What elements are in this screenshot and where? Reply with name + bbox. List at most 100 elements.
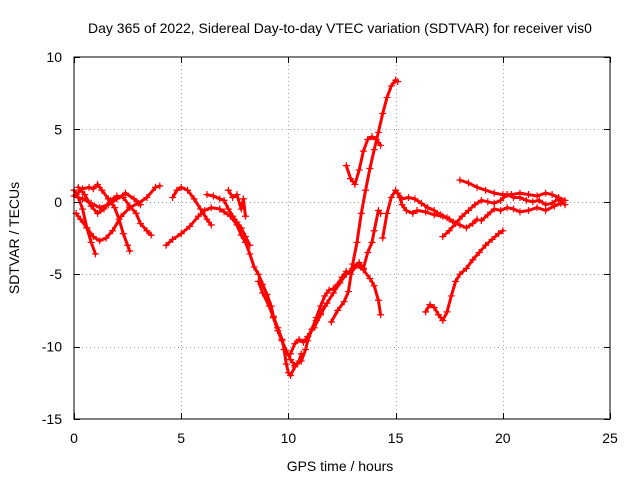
series-trace-8 (203, 191, 254, 249)
data-point-plus-marker (344, 288, 352, 296)
series-line (479, 201, 563, 223)
data-point-plus-marker (237, 224, 245, 232)
x-tick-label: 10 (281, 430, 297, 446)
data-point-plus-marker (87, 199, 95, 207)
data-point-plus-marker (216, 195, 224, 203)
data-point-plus-marker (126, 247, 134, 255)
data-point-plus-marker (377, 311, 385, 319)
x-tick-label: 5 (177, 430, 185, 446)
data-point-plus-marker (94, 209, 102, 217)
data-point-plus-marker (443, 214, 451, 222)
data-point-plus-marker (439, 233, 447, 241)
data-point-plus-marker (302, 345, 310, 353)
grid-lines (74, 57, 610, 419)
data-point-plus-marker (402, 206, 410, 214)
data-point-plus-marker (89, 185, 97, 193)
data-point-plus-marker (323, 299, 331, 307)
data-point-plus-marker (374, 128, 382, 136)
data-point-plus-marker (452, 220, 460, 228)
data-point-plus-marker (274, 327, 282, 335)
series-trace-14 (342, 133, 385, 188)
data-point-plus-marker (242, 233, 250, 241)
data-point-plus-marker (475, 248, 483, 256)
data-point-plus-marker (209, 192, 217, 200)
data-point-plus-marker (525, 206, 533, 214)
x-axis-label: GPS time / hours (287, 458, 394, 474)
data-point-plus-marker (96, 204, 104, 212)
data-point-plus-marker (207, 221, 215, 229)
y-tick-label: -15 (42, 411, 62, 427)
data-point-plus-marker (561, 196, 569, 204)
data-point-plus-marker (143, 193, 151, 201)
data-point-plus-marker (173, 186, 181, 194)
data-point-plus-marker (398, 195, 406, 203)
data-point-plus-marker (136, 201, 144, 209)
data-point-plus-marker (250, 263, 258, 271)
y-tick-label: 0 (54, 194, 62, 210)
data-point-plus-marker (259, 289, 267, 297)
data-point-plus-marker (190, 195, 198, 203)
series-trace-16 (394, 189, 481, 232)
data-point-plus-marker (490, 189, 498, 197)
data-point-plus-marker (119, 230, 127, 238)
data-point-plus-marker (347, 175, 355, 183)
data-point-plus-marker (372, 136, 380, 144)
data-point-plus-marker (115, 215, 123, 223)
data-point-plus-marker (203, 215, 211, 223)
axis-ticks: 0 5 10 15 20 25 -15 -10 -5 0 5 10 (42, 49, 618, 446)
data-point-plus-marker (359, 266, 367, 274)
data-point-plus-marker (557, 199, 565, 207)
data-point-plus-marker (76, 215, 84, 223)
y-tick-label: -10 (42, 339, 62, 355)
data-point-plus-marker (383, 94, 391, 102)
data-point-plus-marker (291, 361, 299, 369)
data-point-plus-marker (456, 176, 464, 184)
data-point-plus-marker (254, 277, 262, 285)
data-point-plus-marker (464, 206, 472, 214)
data-point-plus-marker (471, 201, 479, 209)
data-point-plus-marker (464, 179, 472, 187)
data-point-plus-marker (246, 250, 254, 258)
data-point-plus-marker (437, 211, 445, 219)
series-trace-17 (422, 227, 507, 325)
data-point-plus-marker (434, 311, 442, 319)
data-point-plus-marker (370, 227, 378, 235)
data-point-plus-marker (342, 162, 350, 170)
data-point-plus-marker (443, 308, 451, 316)
data-point-plus-marker (177, 183, 185, 191)
data-point-plus-marker (85, 183, 93, 191)
data-point-plus-marker (469, 220, 477, 228)
data-point-plus-marker (351, 180, 359, 188)
y-tick-label: 5 (54, 121, 62, 137)
data-series-layer (70, 76, 569, 380)
data-point-plus-marker (430, 206, 438, 214)
data-point-plus-marker (147, 231, 155, 239)
data-point-plus-marker (109, 227, 117, 235)
data-point-plus-marker (383, 209, 391, 217)
data-point-plus-marker (254, 270, 262, 278)
data-point-plus-marker (233, 191, 241, 199)
data-point-plus-marker (207, 204, 215, 212)
data-point-plus-marker (287, 372, 295, 380)
data-point-plus-marker (379, 234, 387, 242)
data-point-plus-marker (327, 318, 335, 326)
data-point-plus-marker (81, 191, 89, 199)
data-point-plus-marker (555, 193, 563, 201)
data-point-plus-marker (224, 205, 232, 213)
data-point-plus-marker (359, 147, 367, 155)
data-point-plus-marker (426, 301, 434, 309)
data-point-plus-marker (548, 191, 556, 199)
data-point-plus-marker (83, 224, 91, 232)
series-trace-2 (72, 182, 164, 245)
data-point-plus-marker (458, 212, 466, 220)
data-point-plus-marker (237, 205, 245, 213)
series-line (424, 229, 505, 322)
series-line (329, 78, 400, 324)
data-point-plus-marker (310, 324, 318, 332)
data-point-plus-marker (196, 205, 204, 213)
data-point-plus-marker (89, 233, 97, 241)
data-point-plus-marker (413, 206, 421, 214)
data-point-plus-marker (151, 183, 159, 191)
series-line (205, 193, 252, 247)
y-tick-label: -5 (50, 266, 63, 282)
